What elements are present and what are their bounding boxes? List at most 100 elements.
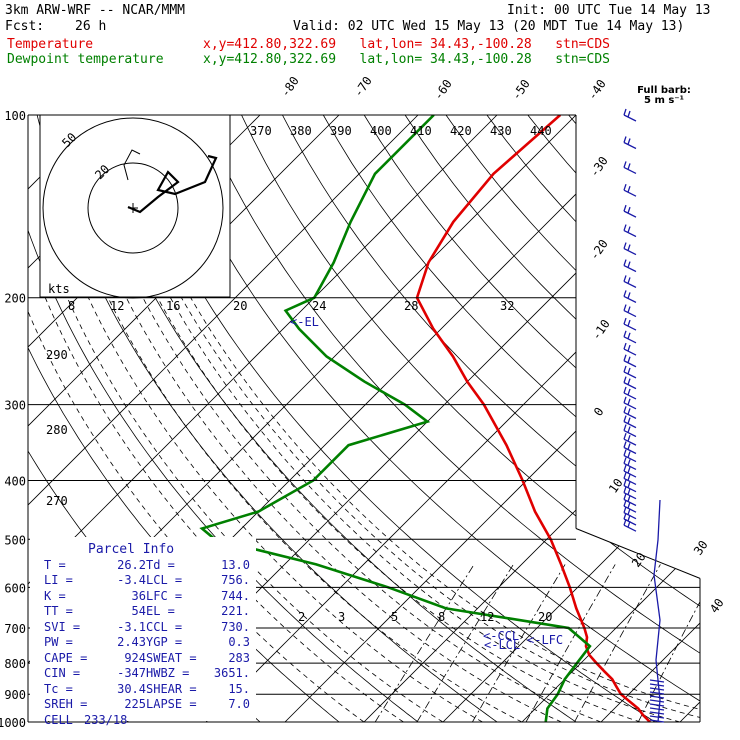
temperature-legend: Temperature (7, 37, 94, 52)
parcel-info-row: SREH = 225 LAPSE = 7.0 (44, 697, 254, 713)
moist-adiabat-line (157, 297, 641, 722)
parcel-param-name: LCL = (146, 573, 183, 587)
wind-barb (623, 421, 637, 429)
parcel-param-value: -347 (117, 666, 146, 680)
wind-barb-flag (627, 501, 631, 509)
dry-adiabat-line (363, 115, 700, 722)
parcel-param-name: SWEAT = (146, 650, 197, 665)
wind-barb-flag (627, 332, 631, 340)
parcel-param-name: LI = (44, 573, 73, 587)
wind-barb-flag (623, 304, 627, 311)
wind-barb-flag (623, 406, 627, 413)
parcel-param-name: YGP = (146, 635, 183, 649)
isotherm-label: 0 (591, 405, 607, 419)
mixing-ratio-label: 5 (391, 610, 398, 624)
isotherm-label: 10 (606, 476, 626, 496)
parcel-info-row: T = 26.2 Td = 13.0 (44, 558, 254, 574)
isotherm-label: -60 (431, 77, 455, 103)
parcel-param-value: 744. (221, 588, 250, 603)
wind-barb (649, 687, 665, 691)
dry-adiabat-line (282, 115, 700, 722)
dry-adiabat-line (241, 115, 700, 722)
wind-barb-flag (627, 378, 631, 385)
wind-barb (623, 470, 637, 478)
isotherm-label: -30 (587, 154, 611, 180)
wind-barb-flag (627, 163, 631, 170)
parcel-info-box: Parcel Info T = 26.2 Td = 13.0 LI = -3.4 LCL =… (44, 542, 254, 728)
dry-adiabat-line (159, 115, 700, 722)
parcel-param-name: K = (44, 588, 66, 603)
parcel-info-background (30, 537, 256, 721)
wind-barb-flag (627, 488, 631, 495)
parcel-info-row: CAPE = 924 SWEAT = 283 (44, 651, 254, 667)
wind-barb-flag (623, 441, 627, 448)
wind-barb-flag (627, 398, 631, 406)
wind-barb-flag (623, 259, 627, 266)
isotherm-line (28, 115, 368, 722)
wind-barb-flag (623, 290, 627, 297)
wind-barb (623, 524, 637, 532)
dry-adiabat-line (322, 115, 700, 722)
parcel-level-marker: <-LFC (527, 633, 563, 647)
hodograph-ring (87, 162, 179, 254)
parcel-info-row: PW = 2.43 YGP = 0.3 (44, 635, 254, 651)
wind-barb (623, 429, 637, 438)
wind-barb-flag (627, 226, 631, 233)
isotherm-label: -40 (585, 77, 609, 103)
wind-barb-flag (627, 206, 631, 214)
parcel-info-title: Parcel Info (88, 542, 175, 557)
wind-barb (649, 699, 665, 703)
parcel-info-row: CIN = -347 HWBZ = 3651. (44, 666, 254, 682)
isotherm-label: -70 (351, 74, 375, 100)
mixing-ratio-label: 8 (68, 299, 75, 313)
wind-barb-flag (627, 110, 631, 118)
right-axis-diagonal (575, 528, 701, 579)
moist-adiabat-line (170, 297, 681, 722)
wind-barb-flag (623, 376, 627, 383)
isotherm-line (508, 115, 700, 722)
barb-legend: Full barb: 5 m s⁻¹ (632, 86, 696, 106)
parcel-param-name: SVI = (44, 619, 81, 634)
dry-adiabat-label: 380 (290, 124, 312, 138)
parcel-param-name: CCL = (146, 619, 183, 634)
isotherm-label: 40 (707, 596, 727, 616)
parcel-param-name: SHEAR = (146, 681, 197, 696)
mixing-ratio-line (637, 564, 700, 722)
wind-barb (623, 310, 637, 318)
wind-barb (623, 166, 637, 175)
model-title: 3km ARW-WRF -- NCAR/MMM (5, 3, 186, 18)
wind-barb (649, 683, 665, 687)
wind-barb-flag (627, 344, 631, 352)
wind-barb (623, 229, 637, 238)
dry-adiabat-label: 370 (250, 124, 272, 138)
isotherm-line (192, 115, 700, 722)
wind-barb-flag (623, 342, 627, 350)
wind-barb-flag (627, 417, 631, 424)
parcel-level-marker: <-EL (290, 315, 319, 329)
parcel-param-value: 283 (228, 650, 250, 665)
parcel-level-marker: <-LCL (484, 638, 520, 652)
wind-barb-flag (623, 415, 627, 422)
parcel-param-value: 924 (124, 650, 146, 665)
wind-barb-flag (623, 242, 627, 249)
wind-barb-flag (627, 319, 631, 327)
wind-barb (649, 703, 665, 707)
wind-barb-flag (623, 493, 627, 500)
wind-barb-flag (623, 354, 627, 361)
parcel-param-value: 233/18 (84, 712, 128, 727)
mixing-ratio-label: 8 (438, 610, 445, 624)
isotherm-label: 30 (691, 538, 711, 558)
parcel-param-value: 30.4 (117, 681, 146, 696)
isotherm-line (28, 115, 526, 722)
pressure-tick-label: 500 (4, 533, 26, 547)
dry-adiabat-line (118, 115, 676, 722)
parcel-param-value: 730. (221, 619, 250, 634)
forecast-hour: 26 h (75, 19, 107, 34)
wind-barb (623, 477, 637, 486)
wind-barb (623, 402, 637, 410)
mixing-ratio-line (416, 564, 514, 722)
parcel-param-value: 225 (124, 697, 146, 711)
wind-barb (623, 462, 637, 471)
wind-barb-flag (627, 367, 631, 375)
wind-barb (623, 392, 637, 400)
